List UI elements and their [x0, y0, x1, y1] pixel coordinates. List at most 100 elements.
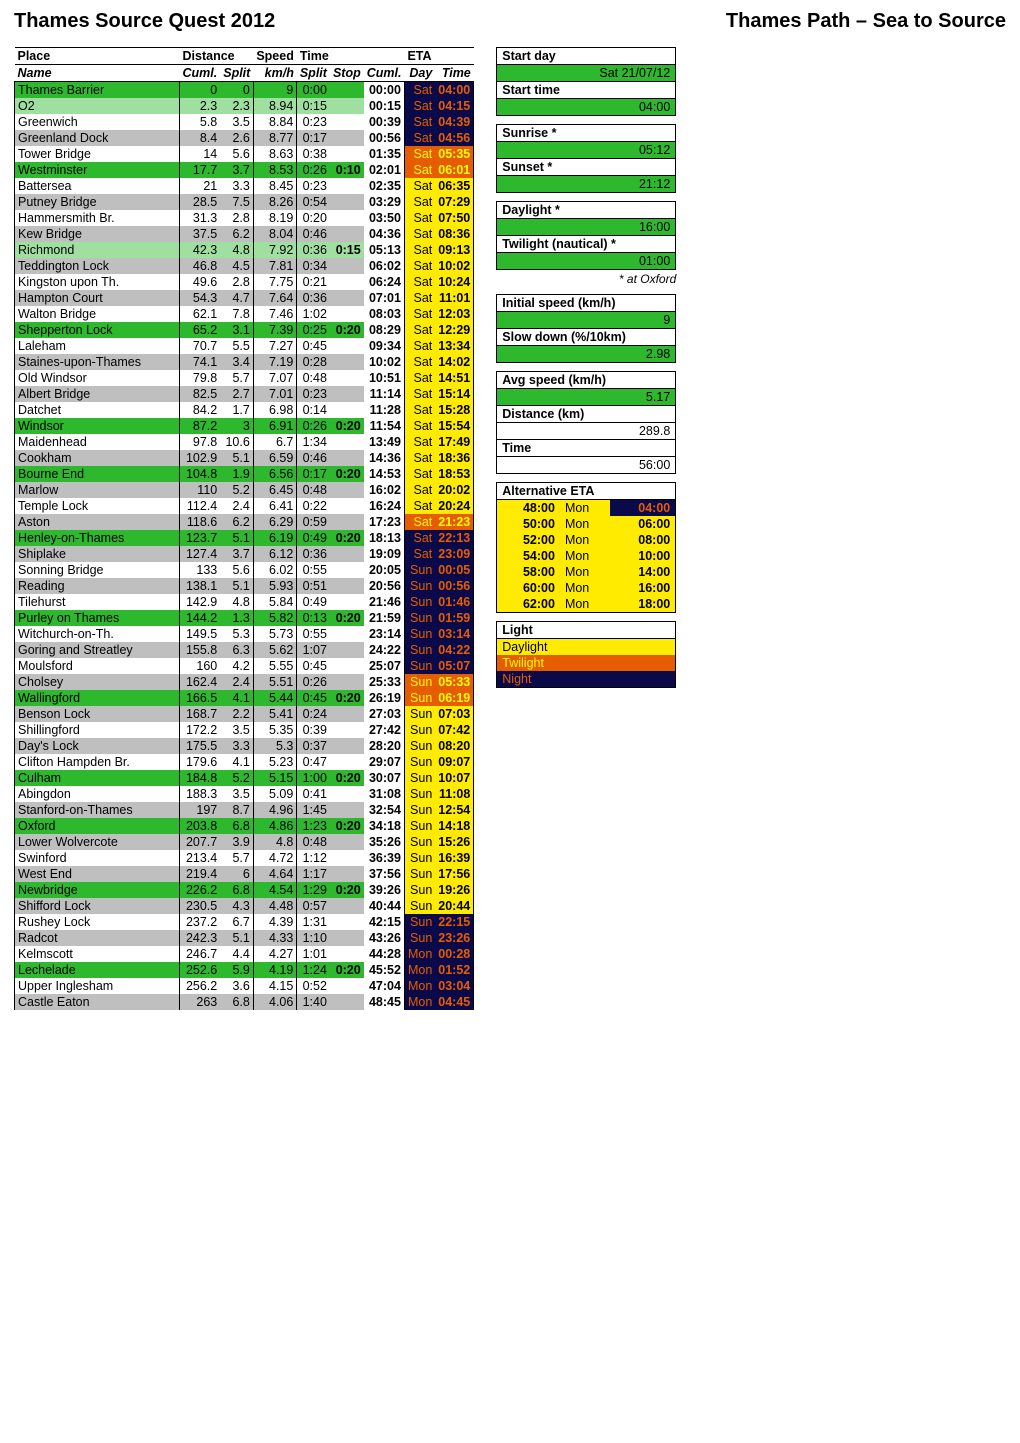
dist-cuml: 133	[180, 562, 221, 578]
dist-split: 3.7	[220, 162, 253, 178]
daylight-label: Daylight *	[497, 202, 676, 219]
time-split: 0:34	[297, 258, 330, 274]
time-stop	[330, 274, 364, 290]
table-row: Westminster17.73.78.530:260:1002:01Sat06…	[15, 162, 474, 178]
time-stop: 0:15	[330, 242, 364, 258]
eta-time: 16:39	[435, 850, 473, 866]
time-stop	[330, 578, 364, 594]
eta-time: 20:02	[435, 482, 473, 498]
distance-value: 289.8	[497, 423, 676, 440]
time-cuml: 13:49	[364, 434, 405, 450]
dist-split: 5.2	[220, 482, 253, 498]
dist-cuml: 226.2	[180, 882, 221, 898]
time-split: 0:38	[297, 146, 330, 162]
time-stop: 0:20	[330, 770, 364, 786]
eta-day: Sun	[404, 754, 435, 770]
eta-time: 14:02	[435, 354, 473, 370]
eta-day: Sun	[404, 674, 435, 690]
eta-day: Sun	[404, 866, 435, 882]
initial-speed-value: 9	[497, 312, 676, 329]
dist-cuml: 37.5	[180, 226, 221, 242]
place-name: Oxford	[15, 818, 180, 834]
table-row: Datchet84.21.76.980:1411:28Sat15:28	[15, 402, 474, 418]
eta-time: 19:26	[435, 882, 473, 898]
speed-kmh: 4.48	[253, 898, 297, 914]
eta-day: Sat	[404, 370, 435, 386]
eta-time: 05:07	[435, 658, 473, 674]
alt-eta-title: Alternative ETA	[497, 483, 676, 500]
eta-time: 07:03	[435, 706, 473, 722]
dist-cuml: 70.7	[180, 338, 221, 354]
eta-time: 11:01	[435, 290, 473, 306]
time-split: 1:34	[297, 434, 330, 450]
time-cuml: 05:13	[364, 242, 405, 258]
speed-kmh: 5.55	[253, 658, 297, 674]
time-cuml: 37:56	[364, 866, 405, 882]
place-name: Old Windsor	[15, 370, 180, 386]
place-name: Maidenhead	[15, 434, 180, 450]
eta-day: Sat	[404, 386, 435, 402]
time-cuml: 00:15	[364, 98, 405, 114]
dist-split: 2.4	[220, 674, 253, 690]
time-split: 1:10	[297, 930, 330, 946]
dist-split: 3.3	[220, 738, 253, 754]
speed-kmh: 4.96	[253, 802, 297, 818]
time-stop	[330, 786, 364, 802]
place-name: Purley on Thames	[15, 610, 180, 626]
dist-split: 3.5	[220, 722, 253, 738]
dist-cuml: 84.2	[180, 402, 221, 418]
table-row: Kingston upon Th.49.62.87.750:2106:24Sat…	[15, 274, 474, 290]
time-split: 0:45	[297, 338, 330, 354]
table-row: Abingdon188.33.55.090:4131:08Sun11:08	[15, 786, 474, 802]
speed-kmh: 6.56	[253, 466, 297, 482]
speed-kmh: 5.51	[253, 674, 297, 690]
place-name: West End	[15, 866, 180, 882]
table-row: Oxford203.86.84.861:230:2034:18Sun14:18	[15, 818, 474, 834]
time-split: 1:01	[297, 946, 330, 962]
dist-cuml: 97.8	[180, 434, 221, 450]
eta-time: 17:49	[435, 434, 473, 450]
table-row: Staines-upon-Thames74.13.47.190:2810:02S…	[15, 354, 474, 370]
dist-split: 0	[220, 82, 253, 99]
alt-day: Mon	[560, 532, 610, 548]
speed-kmh: 5.3	[253, 738, 297, 754]
place-name: Greenland Dock	[15, 130, 180, 146]
time-split: 0:49	[297, 594, 330, 610]
time-cuml: 23:14	[364, 626, 405, 642]
eta-time: 06:35	[435, 178, 473, 194]
time-stop	[330, 626, 364, 642]
time-cuml: 00:00	[364, 82, 405, 99]
table-row: Laleham70.75.57.270:4509:34Sat13:34	[15, 338, 474, 354]
speed-kmh: 8.84	[253, 114, 297, 130]
eta-time: 07:42	[435, 722, 473, 738]
col-place: Place	[15, 48, 180, 65]
eta-time: 04:22	[435, 642, 473, 658]
time-label: Time	[497, 440, 676, 457]
table-row: Hammersmith Br.31.32.88.190:2003:50Sat07…	[15, 210, 474, 226]
time-stop	[330, 514, 364, 530]
eta-day: Sun	[404, 594, 435, 610]
time-stop	[330, 754, 364, 770]
time-cuml: 06:24	[364, 274, 405, 290]
time-stop: 0:20	[330, 690, 364, 706]
daylight-box: Daylight * 16:00 Twilight (nautical) * 0…	[496, 201, 676, 270]
alt-eta-row: 60:00Mon16:00	[497, 580, 676, 596]
eta-time: 04:45	[435, 994, 473, 1010]
speed-kmh: 7.39	[253, 322, 297, 338]
time-split: 0:49	[297, 530, 330, 546]
dist-cuml: 188.3	[180, 786, 221, 802]
place-name: Stanford-on-Thames	[15, 802, 180, 818]
header-row-1: Place Distance Speed Time ETA	[15, 48, 474, 65]
dist-cuml: 49.6	[180, 274, 221, 290]
dist-cuml: 166.5	[180, 690, 221, 706]
dist-cuml: 149.5	[180, 626, 221, 642]
table-row: Rushey Lock237.26.74.391:3142:15Sun22:15	[15, 914, 474, 930]
time-cuml: 32:54	[364, 802, 405, 818]
time-stop	[330, 146, 364, 162]
eta-time: 00:28	[435, 946, 473, 962]
eta-day: Sat	[404, 258, 435, 274]
dist-split: 2.8	[220, 210, 253, 226]
avg-speed-value: 5.17	[497, 389, 676, 406]
table-row: Kew Bridge37.56.28.040:4604:36Sat08:36	[15, 226, 474, 242]
col-distance: Distance	[180, 48, 254, 65]
